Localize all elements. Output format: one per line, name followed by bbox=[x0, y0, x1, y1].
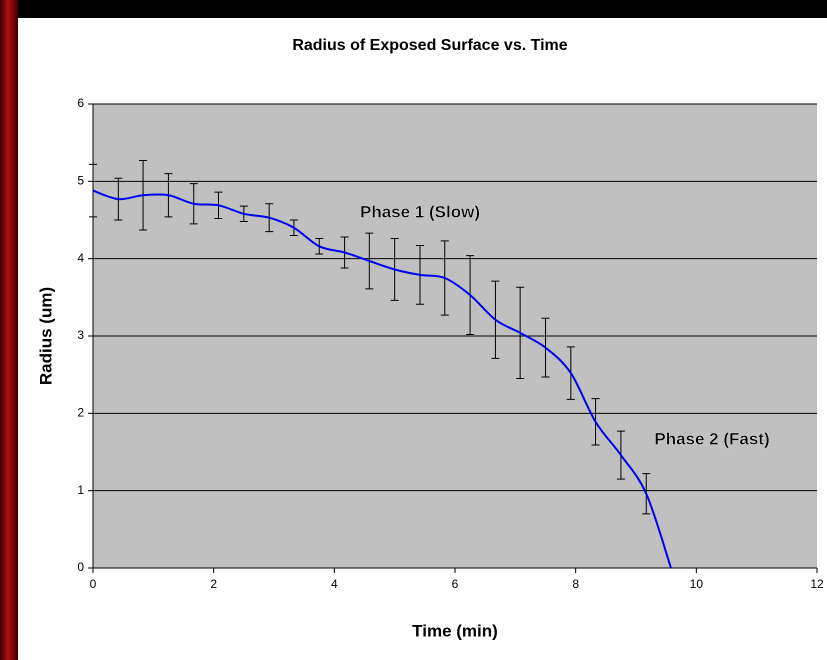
y-tick-label: 0 bbox=[77, 560, 84, 574]
data-line bbox=[92, 189, 672, 569]
chart-title: Radius of Exposed Surface vs. Time bbox=[292, 37, 567, 54]
y-tick-label: 6 bbox=[77, 96, 84, 110]
x-tick-label: 12 bbox=[810, 577, 824, 591]
y-tick-label: 5 bbox=[77, 174, 84, 188]
x-tick-label: 10 bbox=[690, 577, 704, 591]
y-tick-label: 3 bbox=[77, 328, 84, 342]
y-tick-label: 2 bbox=[77, 406, 84, 420]
x-tick-label: 6 bbox=[452, 577, 459, 591]
annotation: Phase 1 (Slow) bbox=[360, 202, 480, 221]
y-tick-label: 4 bbox=[77, 251, 84, 265]
x-tick-label: 4 bbox=[331, 577, 338, 591]
x-tick-label: 0 bbox=[90, 577, 97, 591]
y-tick-label: 1 bbox=[77, 483, 84, 497]
y-axis-label: Radius (um) bbox=[36, 287, 55, 385]
x-tick-label: 8 bbox=[572, 577, 579, 591]
x-tick-label: 2 bbox=[210, 577, 217, 591]
annotation: Phase 2 (Fast) bbox=[654, 429, 769, 448]
x-axis-label: Time (min) bbox=[412, 621, 498, 640]
